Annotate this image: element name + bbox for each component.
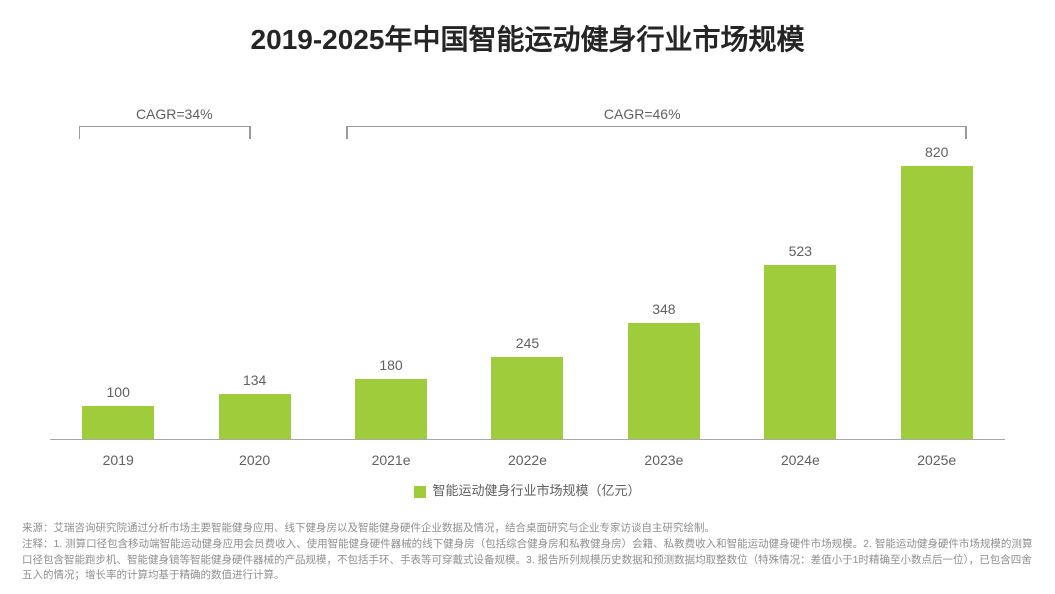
bar-wrapper: 820 [887,144,987,439]
legend-text: 智能运动健身行业市场规模（亿元） [432,483,640,498]
x-axis-label: 2023e [614,452,714,468]
cagr-annotations: CAGR=34% CAGR=46% [50,88,1005,138]
bar [219,394,291,439]
footnote-line: 来源：艾瑞咨询研究院通过分析市场主要智能健身应用、线下健身房以及智能健身硬件企业… [22,521,1033,537]
bar-value-label: 820 [925,144,948,160]
cagr-label: CAGR=46% [604,106,681,122]
bar [901,166,973,439]
bar-value-label: 180 [379,357,402,373]
bar [764,265,836,439]
legend-swatch [414,486,426,498]
x-axis-label: 2019 [68,452,168,468]
cagr-label: CAGR=34% [136,106,213,122]
bar-value-label: 100 [107,384,130,400]
legend: 智能运动健身行业市场规模（亿元） [0,480,1055,499]
bar-value-label: 245 [516,335,539,351]
bar [628,323,700,439]
footnote-line: 注释：1. 测算口径包含移动端智能运动健身应用会员费收入、使用智能健身硬件器械的… [22,537,1033,584]
cagr-bracket [346,126,967,138]
bar-wrapper: 180 [341,357,441,439]
bar [491,357,563,439]
x-axis-label: 2021e [341,452,441,468]
chart-title: 2019-2025年中国智能运动健身行业市场规模 [0,0,1055,58]
bars-container: 100 134 180 245 348 523 820 [50,140,1005,440]
chart-area: CAGR=34% CAGR=46% 100 134 180 245 348 523 820 2… [50,88,1005,468]
bar-value-label: 348 [652,301,675,317]
bar-wrapper: 134 [205,372,305,439]
bar-wrapper: 348 [614,301,714,439]
x-axis-labels: 2019 2020 2021e 2022e 2023e 2024e 2025e [50,452,1005,468]
bar-value-label: 134 [243,372,266,388]
bar-value-label: 523 [789,243,812,259]
x-axis-label: 2022e [477,452,577,468]
footnotes: 来源：艾瑞咨询研究院通过分析市场主要智能健身应用、线下健身房以及智能健身硬件企业… [22,521,1033,584]
bar-wrapper: 245 [477,335,577,439]
x-axis-label: 2020 [205,452,305,468]
bar [355,379,427,439]
bar-wrapper: 523 [750,243,850,439]
x-axis-label: 2024e [750,452,850,468]
cagr-bracket [79,126,251,138]
x-axis-label: 2025e [887,452,987,468]
bar-wrapper: 100 [68,384,168,439]
bar [82,406,154,439]
